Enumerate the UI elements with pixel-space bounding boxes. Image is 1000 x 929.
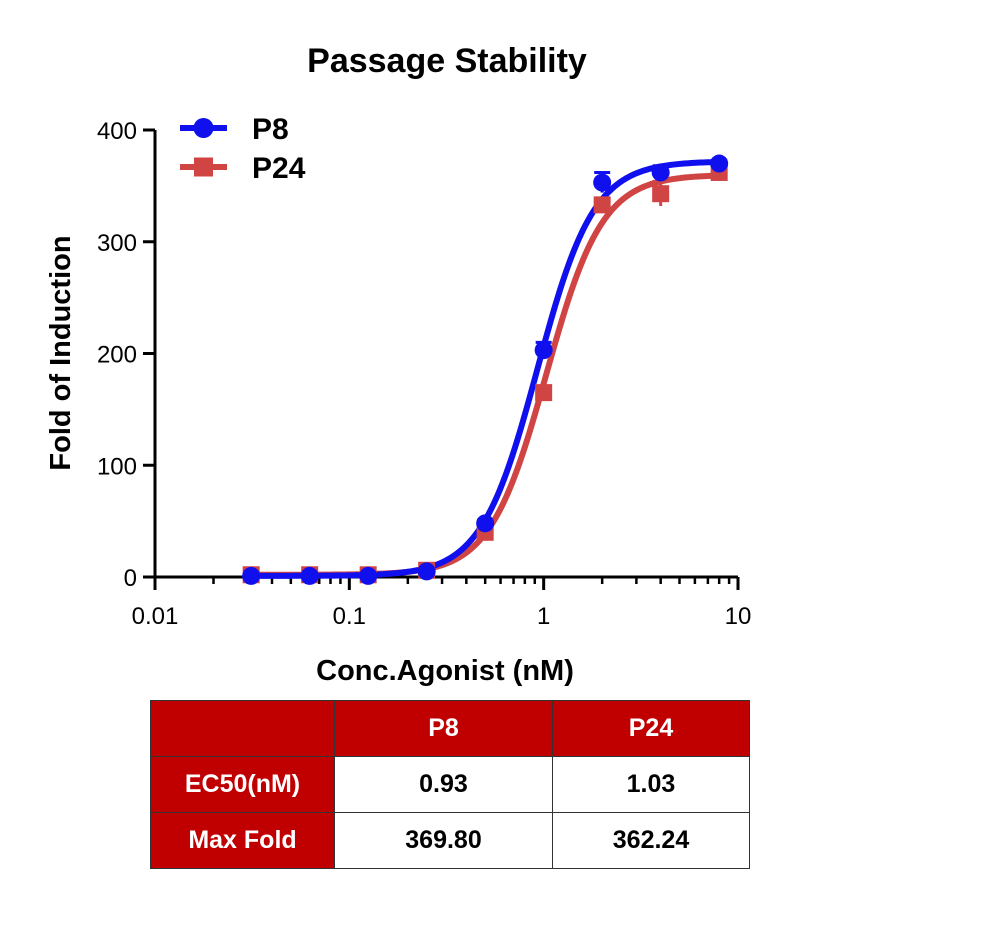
y-axis-label: Fold of Induction	[45, 235, 77, 470]
y-tick-label: 400	[97, 118, 137, 145]
x-tick-label: 0.1	[333, 603, 366, 630]
table-header-row: P8 P24	[150, 700, 750, 757]
table-row: EC50(nM) 0.93 1.03	[150, 756, 750, 813]
x-tick-label: 0.01	[132, 603, 179, 630]
table-cell: 369.80	[334, 812, 553, 869]
fit-curves	[250, 158, 720, 579]
y-tick-label: 200	[97, 342, 137, 369]
dose-response-chart: Passage Stability Fold of Induction Conc…	[45, 42, 752, 687]
data-point	[476, 514, 495, 533]
stats-table: P8 P24 EC50(nM) 0.93 1.03 Max Fold 369.8…	[150, 700, 750, 869]
data-point	[534, 341, 553, 360]
legend-label: P24	[252, 152, 306, 185]
x-tick-label: 1	[537, 603, 550, 630]
table-cell: 1.03	[552, 756, 750, 813]
data-point	[593, 173, 612, 192]
table-header-cell: P24	[552, 700, 750, 757]
x-axis-label: Conc.Agonist (nM)	[316, 655, 574, 687]
y-tick-label: 100	[97, 453, 137, 480]
table-header-cell: P8	[334, 700, 553, 757]
table-header-cell	[150, 700, 335, 757]
y-tick-label: 0	[124, 565, 137, 592]
data-point	[710, 154, 729, 173]
fit-curve	[250, 158, 720, 579]
table-row-label: Max Fold	[150, 812, 335, 869]
table-row: Max Fold 369.80 362.24	[150, 812, 750, 869]
data-point	[593, 196, 611, 214]
data-point	[417, 562, 436, 581]
table-cell: 362.24	[552, 812, 750, 869]
table-row-label: EC50(nM)	[150, 756, 335, 813]
data-points	[242, 154, 729, 585]
data-point	[652, 185, 670, 203]
y-tick-label: 300	[97, 230, 137, 257]
legend-label: P8	[252, 113, 289, 146]
data-point	[535, 384, 553, 402]
legend-marker	[194, 157, 213, 177]
data-point	[359, 566, 378, 585]
data-point	[242, 566, 261, 585]
legend-marker	[193, 118, 214, 138]
data-point	[651, 163, 670, 182]
data-point	[300, 566, 319, 585]
chart-title: Passage Stability	[307, 42, 587, 80]
x-tick-label: 10	[725, 603, 752, 630]
table-cell: 0.93	[334, 756, 553, 813]
